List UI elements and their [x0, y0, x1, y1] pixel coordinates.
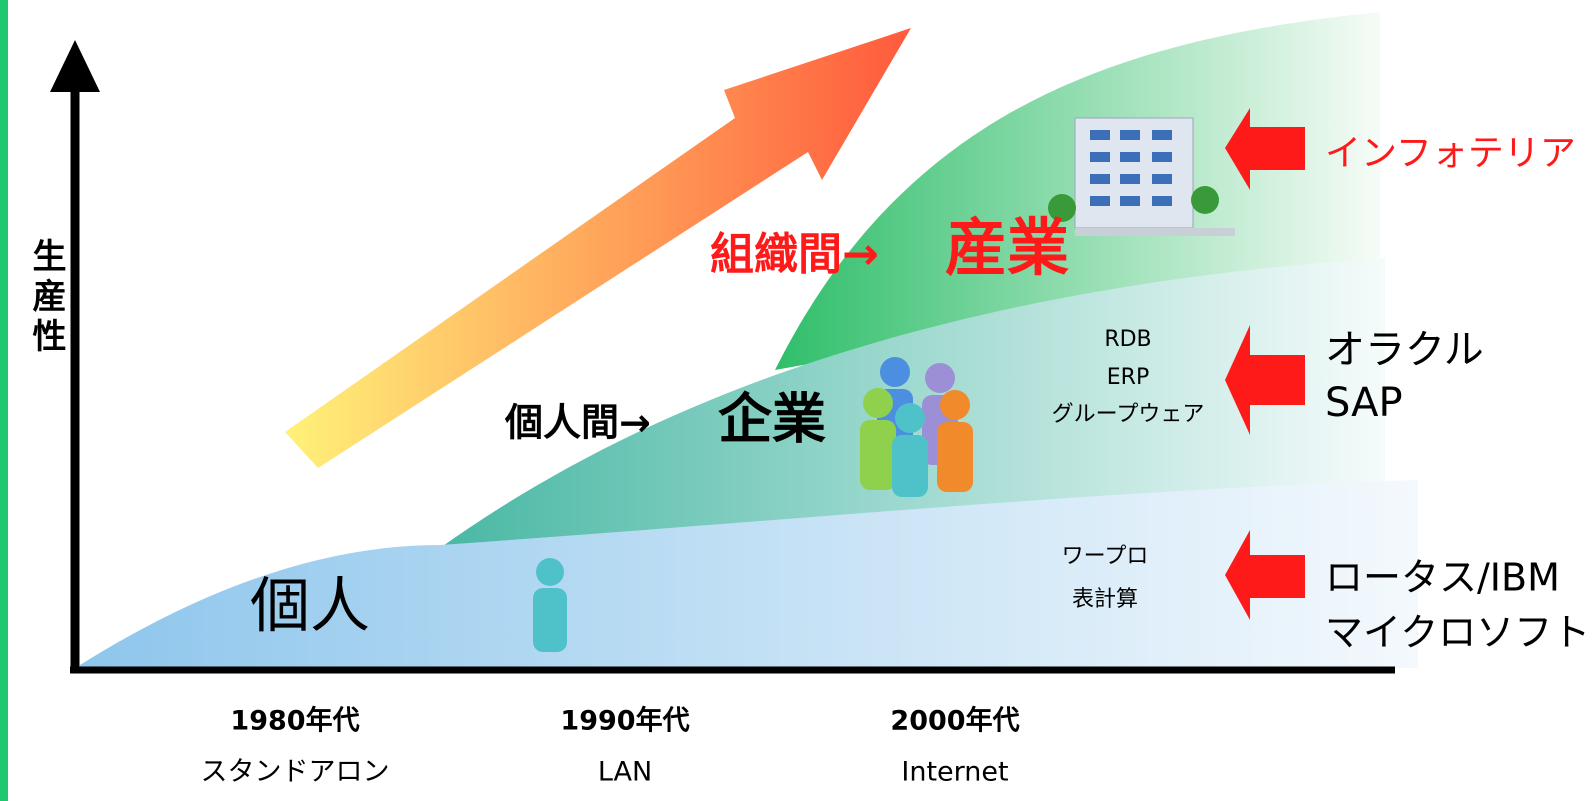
vendor: ロータス/IBM [1325, 556, 1560, 600]
diagram: 個人 ワープロ 表計算 ロータス/IBM マイクロソフト 個人間→ 企業 RDB… [0, 0, 1593, 801]
vendor: インフォテリア [1325, 133, 1576, 174]
tool: ワープロ [1062, 544, 1149, 569]
level-label-main: 産業 [945, 211, 1069, 284]
y-axis-head [50, 40, 100, 92]
era-tech: Internet [901, 757, 1008, 788]
left-border [0, 0, 8, 801]
level-label: 個人 [250, 572, 370, 642]
era-tech: スタンドアロン [201, 757, 390, 788]
tool: グループウェア [1052, 402, 1205, 427]
tool: RDB [1104, 327, 1151, 352]
level-label-prefix: 組織間→ [710, 229, 879, 280]
tool: ERP [1107, 365, 1149, 390]
vendor: マイクロソフト [1325, 611, 1590, 655]
era-tech: LAN [598, 757, 652, 788]
vendor: SAP [1325, 380, 1403, 426]
level-label-main: 企業 [718, 388, 826, 451]
era-period: 1980年代 [230, 705, 359, 737]
vendor: オラクル [1325, 327, 1484, 373]
tool: 表計算 [1072, 587, 1138, 612]
y-axis-label: 生産性 [22, 238, 71, 358]
level-label-prefix: 個人間→ [504, 401, 651, 445]
era-period: 2000年代 [890, 705, 1019, 737]
era-period: 1990年代 [560, 705, 689, 737]
